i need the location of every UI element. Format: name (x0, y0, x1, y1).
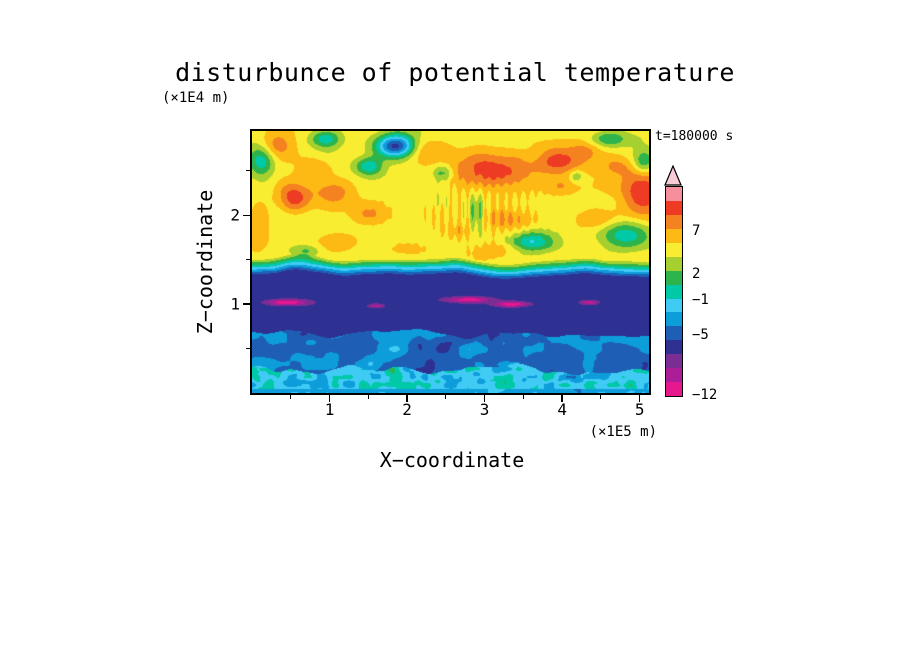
time-annotation: t=180000 s (655, 129, 734, 144)
x-tick-label: 4 (557, 400, 567, 419)
plot-area (250, 129, 651, 395)
x-minor-tick (367, 395, 369, 399)
y-minor-tick (246, 259, 250, 261)
colorbar-segment (666, 326, 682, 341)
x-tick-label: 2 (402, 400, 412, 419)
chart-title: disturbunce of potential temperature (175, 58, 735, 87)
colorbar-segment (666, 312, 682, 327)
x-axis-label: X−coordinate (379, 448, 525, 472)
y-tick-label: 1 (230, 294, 240, 314)
colorbar-tick-label: −5 (692, 326, 709, 343)
y-axis-label: Z−coordinate (193, 189, 217, 335)
y-major-tick (243, 214, 250, 217)
x-axis-unit: (×1E5 m) (589, 424, 657, 440)
y-major-tick (243, 303, 250, 305)
colorbar (665, 186, 683, 397)
y-minor-tick (246, 170, 250, 172)
y-axis-unit: (×1E4 m) (162, 90, 230, 106)
contour-canvas (252, 131, 649, 393)
colorbar-segment (666, 187, 682, 201)
x-tick-label: 1 (324, 400, 335, 419)
x-major-tick (406, 395, 408, 402)
colorbar-arrow-icon (664, 165, 682, 186)
x-major-tick (638, 395, 641, 402)
colorbar-segment (666, 368, 682, 383)
x-minor-tick (522, 395, 524, 399)
colorbar-tick-label: 2 (692, 266, 701, 283)
colorbar-tick-label: −1 (692, 292, 709, 309)
colorbar-segment (666, 200, 682, 215)
colorbar-segment (666, 270, 682, 285)
x-major-tick (561, 395, 563, 402)
colorbar-segment (666, 284, 682, 299)
colorbar-segment (666, 354, 682, 369)
colorbar-segment (666, 256, 682, 271)
y-tick-label: 2 (230, 205, 240, 225)
colorbar-tick-label: −12 (692, 387, 718, 403)
x-minor-tick (600, 395, 602, 399)
x-major-tick (328, 395, 331, 402)
x-tick-label: 3 (479, 400, 490, 419)
colorbar-tick-label: 7 (692, 223, 701, 240)
x-minor-tick (445, 395, 447, 399)
y-minor-tick (246, 348, 250, 350)
colorbar-segment (666, 242, 682, 257)
colorbar-segment (666, 382, 682, 397)
colorbar-segment (666, 228, 682, 243)
x-major-tick (483, 395, 486, 402)
colorbar-segment (666, 298, 682, 313)
x-minor-tick (290, 395, 292, 399)
colorbar-segment (666, 340, 682, 355)
x-tick-label: 5 (634, 400, 645, 419)
colorbar-segment (666, 214, 682, 229)
